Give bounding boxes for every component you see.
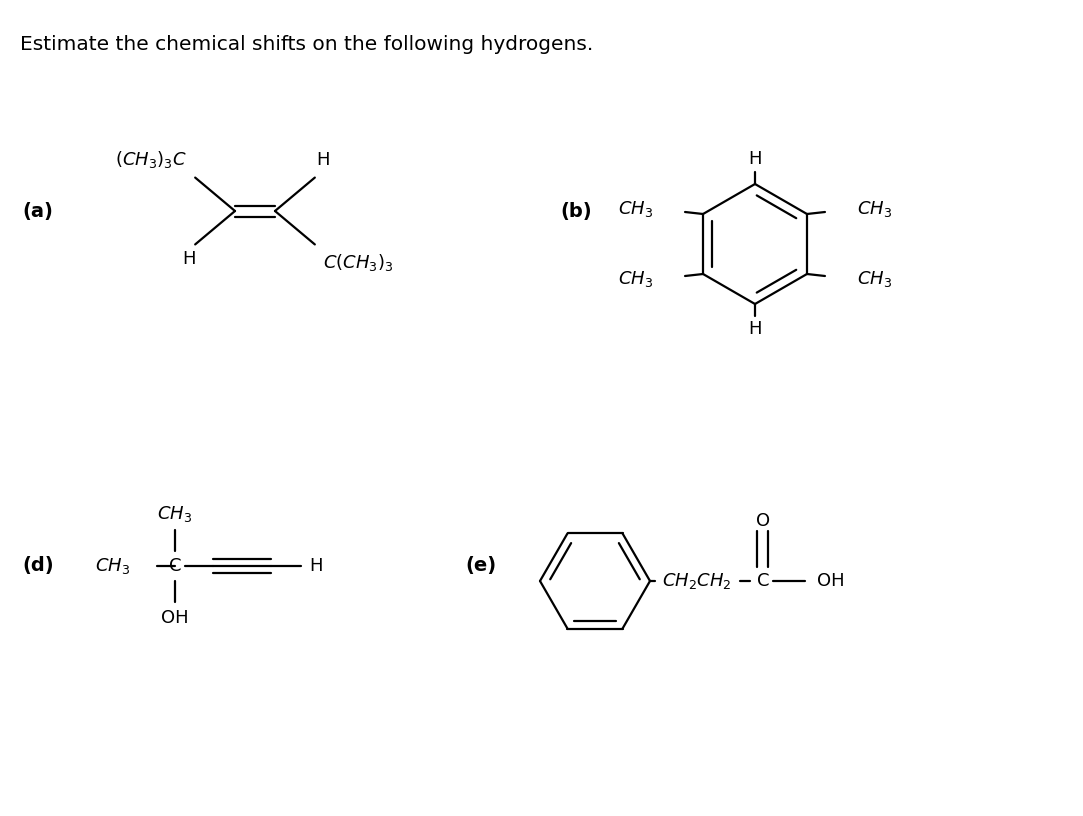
Text: OH: OH: [161, 609, 188, 627]
Text: C: C: [757, 572, 769, 590]
Text: H: H: [748, 150, 761, 168]
Text: (e): (e): [465, 557, 496, 575]
Text: H: H: [182, 251, 196, 268]
Text: $CH_3$: $CH_3$: [95, 556, 130, 576]
Text: $CH_3$: $CH_3$: [857, 269, 892, 289]
Text: $CH_3$: $CH_3$: [857, 199, 892, 219]
Text: $(CH_3)_3C$: $(CH_3)_3C$: [115, 149, 187, 170]
Text: (b): (b): [560, 202, 591, 220]
Text: Estimate the chemical shifts on the following hydrogens.: Estimate the chemical shifts on the foll…: [19, 34, 593, 54]
Text: $CH_3$: $CH_3$: [618, 199, 653, 219]
Text: C: C: [169, 557, 181, 575]
Text: (d): (d): [22, 557, 54, 575]
Text: O: O: [756, 512, 770, 530]
Text: $CH_2CH_2$: $CH_2CH_2$: [663, 571, 732, 591]
Text: H: H: [309, 557, 323, 575]
Text: OH: OH: [817, 572, 845, 590]
Text: $CH_3$: $CH_3$: [157, 504, 193, 524]
Text: H: H: [748, 320, 761, 338]
Text: (a): (a): [22, 202, 53, 220]
Text: $C(CH_3)_3$: $C(CH_3)_3$: [323, 252, 393, 273]
Text: H: H: [316, 151, 329, 169]
Text: $CH_3$: $CH_3$: [618, 269, 653, 289]
